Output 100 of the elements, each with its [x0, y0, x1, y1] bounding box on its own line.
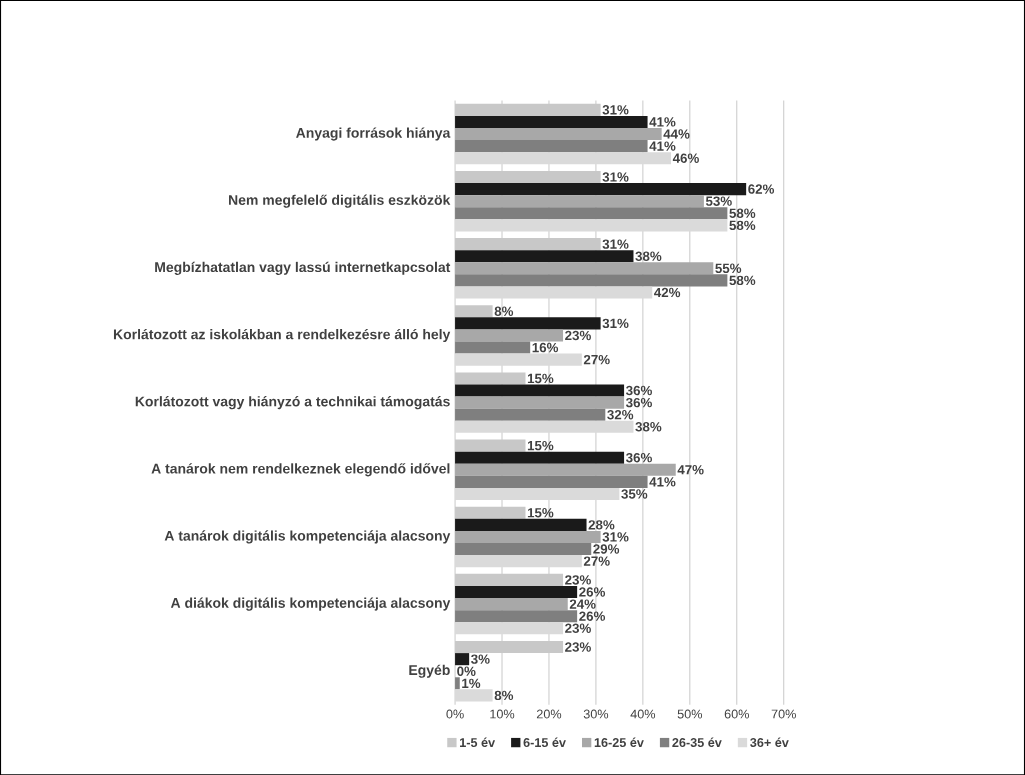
data-label: 53%	[705, 196, 732, 206]
bar	[455, 487, 620, 500]
data-label: 36%	[626, 452, 652, 463]
bar	[455, 463, 676, 476]
bar	[455, 652, 470, 666]
data-label: 31%	[602, 239, 629, 249]
bar	[455, 152, 672, 165]
x-tick-label: 10%	[490, 709, 515, 719]
bar	[455, 597, 568, 611]
data-label: 47%	[677, 464, 704, 475]
bar	[455, 195, 704, 208]
data-label: 58%	[729, 220, 756, 230]
bar	[455, 420, 634, 433]
bar	[455, 530, 601, 543]
y-tick-label: Nem megfelelő digitális eszközök	[229, 194, 451, 208]
y-tick-label: A diákok digitális kompetenciája alacsony	[170, 597, 451, 611]
y-tick-label: Egyéb	[409, 664, 450, 678]
bar	[455, 585, 578, 598]
y-tick-label: Anyagi források hiánya	[296, 127, 451, 141]
data-label: 32%	[607, 409, 634, 420]
bar	[455, 329, 564, 342]
data-label: 15%	[527, 507, 554, 518]
data-label: 23%	[565, 642, 591, 652]
legend-label: 36+ év	[750, 737, 789, 747]
data-label: 0%	[457, 666, 476, 676]
bar	[455, 408, 606, 421]
bar	[455, 139, 648, 153]
bar	[455, 182, 747, 195]
bar	[455, 384, 625, 397]
bar	[455, 554, 582, 568]
data-label: 15%	[527, 440, 554, 451]
bar	[455, 451, 625, 464]
x-tick-label: 40%	[630, 709, 656, 719]
data-label: 26%	[579, 611, 606, 621]
bar	[455, 518, 587, 531]
bar	[455, 262, 714, 275]
x-tick-label: 60%	[724, 709, 749, 719]
data-label: 38%	[635, 251, 662, 261]
data-label: 31%	[602, 532, 629, 542]
data-label: 31%	[602, 318, 629, 328]
bar	[455, 219, 728, 232]
data-label: 31%	[602, 104, 629, 115]
data-label: 31%	[602, 172, 629, 182]
x-tick-label: 70%	[771, 709, 796, 719]
bar	[455, 127, 662, 140]
y-tick-label: Korlátozott az iskolákban a rendelkezésre álló hely	[113, 328, 451, 342]
bar	[455, 622, 564, 635]
data-label: 42%	[654, 287, 681, 298]
data-label: 36%	[626, 385, 652, 396]
data-label: 41%	[649, 477, 676, 487]
data-label: 27%	[583, 556, 610, 566]
data-label: 38%	[635, 421, 662, 432]
bar	[455, 689, 493, 702]
bar	[455, 475, 648, 488]
bar	[455, 610, 578, 623]
y-tick-label: A tanárok digitális kompetenciája alacsony	[164, 530, 451, 544]
bar	[455, 207, 728, 220]
data-label: 16%	[532, 342, 559, 353]
bar	[455, 250, 634, 263]
x-tick-label: 0%	[446, 709, 464, 719]
bar	[455, 677, 460, 690]
data-label: 3%	[471, 654, 490, 664]
legend-label: 6-15 év	[523, 737, 566, 747]
data-label: 23%	[565, 575, 591, 585]
bar	[455, 317, 601, 330]
legend-label: 16-25 év	[594, 737, 644, 747]
data-label: 36%	[626, 397, 652, 408]
bar	[455, 542, 592, 555]
data-label: 29%	[593, 544, 620, 554]
data-label: 23%	[565, 623, 591, 633]
data-label: 26%	[579, 587, 606, 597]
data-label: 1%	[462, 678, 481, 688]
data-label: 58%	[729, 208, 756, 218]
data-label: 23%	[565, 330, 591, 341]
data-label: 8%	[494, 306, 514, 316]
data-label: 28%	[588, 520, 615, 530]
y-tick-label: A tanárok nem rendelkeznek elegendő idővel	[151, 463, 450, 477]
data-label: 15%	[527, 373, 554, 384]
y-tick-label: Korlátozott vagy hiányzó a technikai támogatás	[135, 395, 450, 410]
data-label: 35%	[621, 489, 648, 499]
bar	[455, 353, 582, 366]
data-label: 55%	[715, 263, 742, 273]
x-tick-label: 20%	[536, 709, 562, 719]
bar	[455, 396, 625, 409]
bar	[455, 341, 531, 354]
data-label: 27%	[583, 354, 610, 365]
data-label: 62%	[748, 184, 775, 194]
bar	[455, 274, 728, 287]
data-label: 41%	[649, 117, 676, 127]
data-label: 41%	[649, 141, 676, 151]
legend-label: 26-35 év	[672, 737, 722, 747]
x-tick-label: 50%	[677, 709, 703, 719]
y-tick-label: Megbízhatatlan vagy lassú internetkapcsolat	[155, 261, 451, 275]
bar	[455, 286, 653, 299]
data-label: 58%	[729, 275, 756, 285]
data-label: 8%	[494, 690, 514, 700]
x-tick-label: 30%	[583, 709, 609, 719]
data-label: 44%	[663, 129, 690, 139]
legend-label: 1-5 év	[460, 737, 496, 747]
data-label: 24%	[569, 599, 596, 609]
